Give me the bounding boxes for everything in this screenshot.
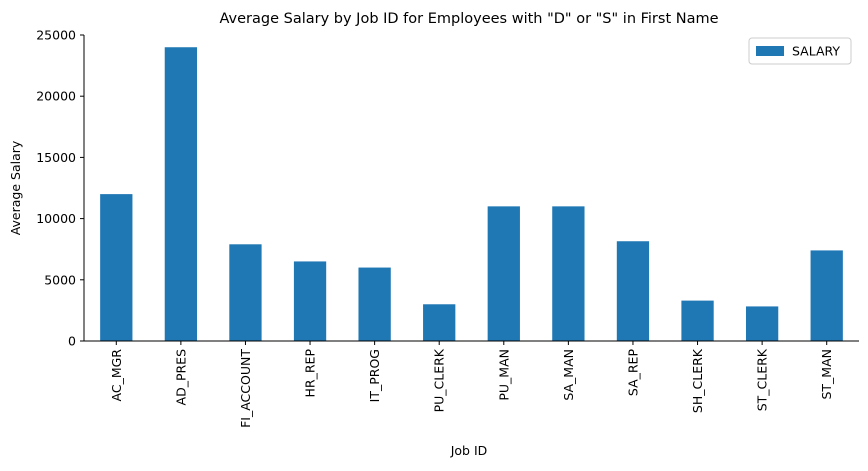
y-tick-label: 20000 — [36, 89, 76, 104]
x-axis-label: Job ID — [450, 443, 488, 458]
x-tick-label-sa-rep: SA_REP — [625, 349, 640, 397]
bar-st-man — [810, 250, 843, 341]
y-axis: 0 5000 10000 15000 20000 25000 — [36, 28, 84, 349]
bar-st-clerk — [745, 306, 779, 341]
chart-title: Average Salary by Job ID for Employees w… — [219, 11, 718, 27]
y-tick-label: 10000 — [36, 211, 76, 226]
x-tick-label-sa-man: SA_MAN — [561, 349, 576, 401]
bar-sa-rep — [616, 241, 650, 341]
bar-pu-clerk — [423, 304, 456, 341]
legend-box — [748, 37, 852, 65]
x-tick-label-ac-mgr: AC_MGR — [109, 349, 124, 402]
x-tick-label-st-man: ST_MAN — [819, 349, 834, 400]
y-tick-label: 15000 — [36, 150, 76, 165]
bar-fi-account — [229, 244, 262, 341]
x-tick-label-ad-pres: AD_PRES — [173, 349, 188, 406]
x-tick-label-it-prog: IT_PROG — [367, 349, 382, 402]
x-tick-label-sh-clerk: SH_CLERK — [690, 348, 705, 413]
x-tick-label-hr-rep: HR_REP — [303, 349, 318, 398]
bars-layer — [100, 47, 843, 342]
bar-hr-rep — [293, 261, 327, 341]
x-axis: AC_MGR AD_PRES FI_ACCOUNT HR_REP IT_PROG PU_C… — [109, 341, 834, 428]
bar-sa-man — [552, 206, 585, 341]
y-tick-label: 0 — [68, 334, 76, 349]
bar-ac-mgr — [100, 194, 133, 341]
bar-sh-clerk — [681, 300, 714, 341]
bar-ad-pres — [164, 47, 198, 342]
y-tick-label: 5000 — [44, 272, 76, 287]
x-tick-label-fi-account: FI_ACCOUNT — [238, 349, 253, 428]
bar-pu-man — [487, 206, 520, 341]
x-tick-label-st-clerk: ST_CLERK — [755, 348, 770, 411]
legend-swatch — [756, 46, 784, 56]
x-tick-label-pu-man: PU_MAN — [496, 349, 511, 401]
bar-it-prog — [358, 267, 391, 341]
y-axis-label: Average Salary — [8, 140, 23, 235]
legend-label: SALARY — [792, 44, 840, 59]
x-tick-label-pu-clerk: PU_CLERK — [432, 348, 447, 412]
legend: SALARY — [748, 37, 852, 65]
y-tick-label: 25000 — [36, 28, 76, 43]
